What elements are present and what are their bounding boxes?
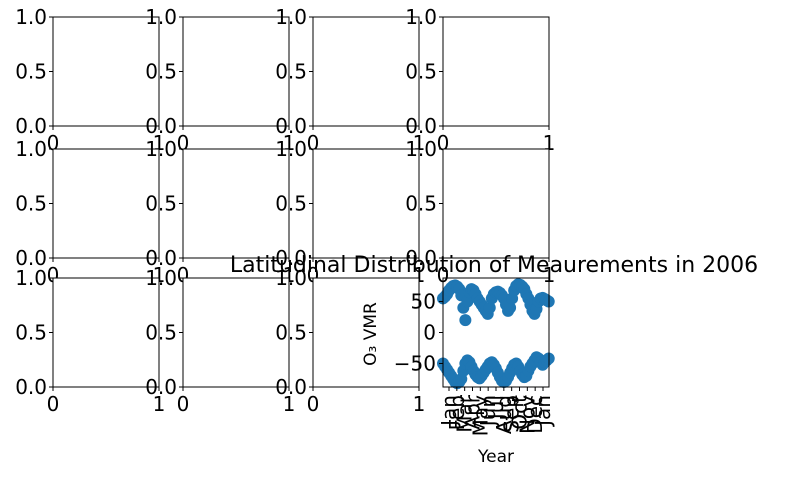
x-tick-label: 0 [47, 392, 60, 416]
y-tick-label: 0.5 [275, 192, 307, 216]
y-tick-label: 0.5 [275, 321, 307, 345]
y-tick-label: 1.0 [15, 266, 47, 290]
x-tick-label: Aug [492, 395, 516, 434]
y-tick-label: 0.5 [405, 60, 437, 84]
y-tick-label: 0.0 [145, 246, 177, 270]
y-tick-label: 0 [423, 321, 436, 345]
x-tick-label: Jan [531, 395, 555, 428]
y-tick-label: 0.0 [275, 375, 307, 399]
x-tick-label: 1 [153, 392, 166, 416]
axes-frame [312, 148, 420, 259]
y-tick-label: 1.0 [15, 137, 47, 161]
x-tick-label: Oct [508, 395, 532, 430]
x-tick-label: 0 [307, 392, 320, 416]
subplot-row3-col2: 0.00.51.00 1 [145, 266, 295, 416]
y-tick-label: 1.0 [275, 137, 307, 161]
y-tick-label: 0.5 [145, 321, 177, 345]
y-tick-label: 0.5 [15, 192, 47, 216]
subplot-row1-col4: 0.00.51.00 1 [405, 5, 555, 155]
y-tick-label: 1.0 [275, 5, 307, 29]
subplot-row3-col3: 0.00.51.00 1 [275, 266, 425, 416]
axes-frame [182, 277, 290, 388]
x-tick-label: Mar [453, 394, 477, 433]
y-tick-label: 0.0 [15, 375, 47, 399]
x-tick-label: 1 [283, 392, 296, 416]
subplot-row1-col3: 0.00.51.00 1 [275, 5, 425, 155]
y-tick-label: 0.0 [145, 375, 177, 399]
axes-frame [312, 16, 420, 127]
scatter-series [437, 278, 555, 390]
y-tick-label: 1.0 [405, 137, 437, 161]
y-tick-label: 1.0 [275, 266, 307, 290]
x-tick-label: 1 [413, 392, 426, 416]
axes-frame [312, 277, 420, 388]
chart-title: Latitudinal Distribution of Meaurements … [230, 253, 758, 278]
x-tick-label: 0 [177, 392, 190, 416]
y-tick-label: 0.5 [405, 192, 437, 216]
y-tick-label: 1.0 [145, 137, 177, 161]
axes-frame [442, 16, 550, 127]
axes-frame [52, 277, 160, 388]
y-tick-label: 0.5 [145, 192, 177, 216]
axes-frame [182, 148, 290, 259]
y-tick-label: 0.0 [405, 246, 437, 270]
y-axis-label: O₃ VMR [361, 302, 381, 366]
axes-frame [52, 16, 160, 127]
y-tick-label: 0.0 [15, 114, 47, 138]
x-tick-label: Feb [445, 395, 469, 430]
y-tick-label: 0.5 [15, 60, 47, 84]
y-tick-label: 0.0 [145, 114, 177, 138]
y-tick-label: 0.5 [275, 60, 307, 84]
x-tick-label: 0 [437, 263, 450, 287]
data-point [459, 314, 472, 327]
y-tick-label: 1.0 [145, 266, 177, 290]
subplot-row2-col2: 0.00.51.00 1 [145, 137, 295, 287]
y-tick-label: 1.0 [405, 5, 437, 29]
axes-frame [442, 148, 550, 259]
x-tick-label: Nov [515, 395, 539, 434]
x-tick-label: Jul [484, 395, 508, 421]
x-tick-label: 1 [543, 263, 556, 287]
x-tick-label: Sep [500, 395, 524, 433]
subplot-row1-col1: 0.00.51.00 1 [15, 5, 165, 155]
y-tick-label: 1.0 [145, 5, 177, 29]
y-tick-label: 0.5 [15, 321, 47, 345]
subplot-row2-col4: 0.0 0.5 1.0 0 1 [405, 137, 555, 287]
x-axis-label: Year [477, 447, 514, 467]
subplot-row3-col4: 500−50JanFebMarAprMayJunJulAugSepOctNovD… [230, 253, 758, 467]
data-point [483, 301, 496, 314]
y-tick-label: 0.0 [15, 246, 47, 270]
subplot-row2-col1: 0.00.51.00 1 [15, 137, 165, 287]
subplot-row1-col2: 0.00.51.00 1 [145, 5, 295, 155]
x-tick-label: May [468, 395, 492, 437]
y-tick-label: 0.0 [275, 246, 307, 270]
x-tick-label: Apr [461, 394, 485, 429]
y-tick-label: 0.5 [145, 60, 177, 84]
y-tick-label: 0.0 [275, 114, 307, 138]
x-tick-label: Jun [476, 395, 500, 428]
subplot-row3-col1: 0.0 0.5 1.0 0 1 [15, 266, 165, 416]
data-point [461, 295, 474, 308]
y-tick-label: 1.0 [15, 5, 47, 29]
data-point [504, 301, 517, 314]
y-tick-label: 50 [411, 290, 436, 314]
y-tick-label: 0.0 [405, 114, 437, 138]
x-tick-label: Jan [437, 395, 461, 428]
axes-frame [182, 16, 290, 127]
y-tick-label: −50 [394, 351, 436, 375]
axes-frame [52, 148, 160, 259]
x-tick-label: Dec [523, 395, 547, 434]
